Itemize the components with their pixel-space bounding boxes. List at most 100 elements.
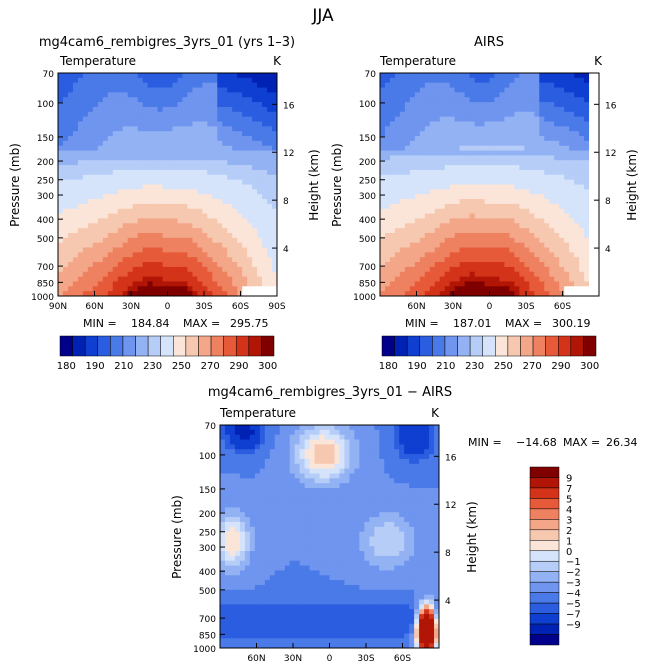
contour-cell <box>162 82 169 89</box>
contour-cell <box>127 208 134 215</box>
contour-cell <box>414 488 420 494</box>
contour-cell <box>167 179 174 186</box>
contour-cell <box>97 223 104 229</box>
contour-cell <box>514 242 520 249</box>
contour-cell <box>554 174 560 181</box>
contour-cell <box>202 281 208 287</box>
contour-cell <box>459 199 466 205</box>
contour-cell <box>554 145 560 152</box>
contour-cell <box>127 237 134 244</box>
contour-cell <box>237 228 243 234</box>
contour-cell <box>374 502 380 509</box>
contour-cell <box>384 232 391 239</box>
contour-cell <box>58 92 64 98</box>
contour-cell <box>157 252 164 258</box>
contour-cell <box>67 208 74 215</box>
contour-cell <box>524 155 530 161</box>
contour-cell <box>429 150 436 157</box>
contour-cell <box>519 121 525 127</box>
contour-cell <box>484 111 491 118</box>
contour-cell <box>380 165 386 171</box>
contour-cell <box>58 155 64 161</box>
contour-cell <box>539 155 545 161</box>
contour-cell <box>272 194 277 200</box>
contour-cell <box>434 179 441 186</box>
contour-cell <box>207 281 213 287</box>
contour-cell <box>424 136 431 142</box>
contour-cell <box>499 223 506 229</box>
contour-cell <box>112 106 119 113</box>
contour-cell <box>102 271 109 278</box>
contour-cell <box>197 169 203 176</box>
contour-cell <box>399 228 406 234</box>
contour-cell <box>77 155 84 161</box>
contour-cell <box>414 121 421 127</box>
contour-cell <box>162 228 169 234</box>
contour-cell <box>147 87 154 93</box>
contour-cell <box>72 208 79 215</box>
contour-cell <box>424 121 431 127</box>
contour-cell <box>187 145 193 152</box>
contour-cell <box>107 286 114 292</box>
contour-cell <box>127 155 134 161</box>
contour-cell <box>534 111 540 118</box>
contour-cell <box>429 266 436 273</box>
panel-airs-max-label: MAX = <box>505 317 542 330</box>
contour-cell <box>509 97 515 103</box>
contour-cell <box>152 262 159 268</box>
contour-cell <box>147 174 154 181</box>
contour-cell <box>474 126 481 132</box>
contour-cell <box>222 126 228 132</box>
contour-cell <box>257 121 263 127</box>
contour-cell <box>489 169 496 176</box>
contour-cell <box>147 247 154 253</box>
contour-cell <box>539 97 545 103</box>
contour-cell <box>369 439 375 445</box>
contour-cell <box>409 439 415 445</box>
contour-cell <box>157 262 164 268</box>
contour-cell <box>434 87 441 93</box>
contour-cell <box>569 111 575 118</box>
contour-cell <box>212 145 218 152</box>
contour-cell <box>117 92 124 98</box>
contour-cell <box>559 237 565 244</box>
contour-cell <box>87 102 94 108</box>
contour-cell <box>247 252 253 258</box>
contour-cell <box>264 439 271 445</box>
contour-cell <box>380 281 386 287</box>
contour-cell <box>244 468 251 475</box>
contour-cell <box>220 454 226 460</box>
contour-cell <box>267 160 273 166</box>
contour-cell <box>529 121 535 127</box>
contour-cell <box>474 121 481 127</box>
contour-cell <box>429 271 436 278</box>
contour-cell <box>197 208 203 215</box>
contour-cell <box>272 87 277 93</box>
contour-cell <box>594 228 599 234</box>
contour-cell <box>147 218 154 224</box>
contour-cell <box>102 150 109 157</box>
contour-cell <box>364 458 370 465</box>
contour-cell <box>489 179 496 186</box>
contour-cell <box>399 449 405 455</box>
contour-cell <box>389 425 395 431</box>
contour-cell <box>449 136 456 142</box>
colorbar-label: 190 <box>86 361 105 372</box>
contour-cell <box>409 242 416 249</box>
contour-cell <box>224 483 231 489</box>
contour-cell <box>87 97 94 103</box>
contour-cell <box>559 136 565 142</box>
contour-cell <box>67 102 74 108</box>
contour-cell <box>444 169 451 176</box>
contour-cell <box>272 73 277 79</box>
contour-cell <box>319 478 326 484</box>
contour-cell <box>167 165 174 171</box>
contour-cell <box>217 97 223 103</box>
contour-cell <box>404 97 411 103</box>
contour-cell <box>564 271 570 278</box>
contour-cell <box>569 174 575 181</box>
contour-cell <box>262 169 268 176</box>
contour-cell <box>380 199 386 205</box>
contour-cell <box>102 126 109 132</box>
contour-cell <box>172 203 179 210</box>
